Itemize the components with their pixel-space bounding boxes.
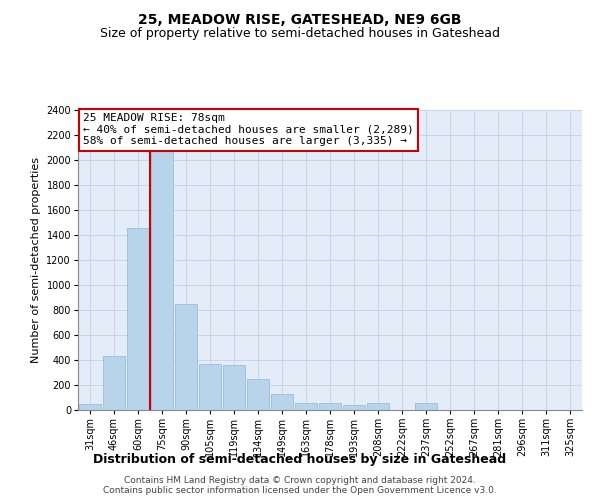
Bar	[199, 364, 221, 410]
Text: 25 MEADOW RISE: 78sqm
← 40% of semi-detached houses are smaller (2,289)
58% of s: 25 MEADOW RISE: 78sqm ← 40% of semi-deta…	[83, 113, 414, 146]
Bar	[415, 403, 437, 410]
Y-axis label: Number of semi-detached properties: Number of semi-detached properties	[31, 157, 41, 363]
Bar	[79, 404, 101, 410]
Bar	[319, 403, 341, 410]
Bar	[175, 304, 197, 410]
Bar	[247, 379, 269, 410]
Text: Size of property relative to semi-detached houses in Gateshead: Size of property relative to semi-detach…	[100, 28, 500, 40]
Bar	[343, 405, 365, 410]
Text: 25, MEADOW RISE, GATESHEAD, NE9 6GB: 25, MEADOW RISE, GATESHEAD, NE9 6GB	[138, 12, 462, 26]
Bar	[271, 394, 293, 410]
Bar	[127, 228, 149, 410]
Text: Distribution of semi-detached houses by size in Gateshead: Distribution of semi-detached houses by …	[94, 452, 506, 466]
Bar	[295, 402, 317, 410]
Text: Contains HM Land Registry data © Crown copyright and database right 2024.
Contai: Contains HM Land Registry data © Crown c…	[103, 476, 497, 495]
Bar	[367, 403, 389, 410]
Bar	[223, 365, 245, 410]
Bar	[103, 356, 125, 410]
Bar	[151, 135, 173, 410]
